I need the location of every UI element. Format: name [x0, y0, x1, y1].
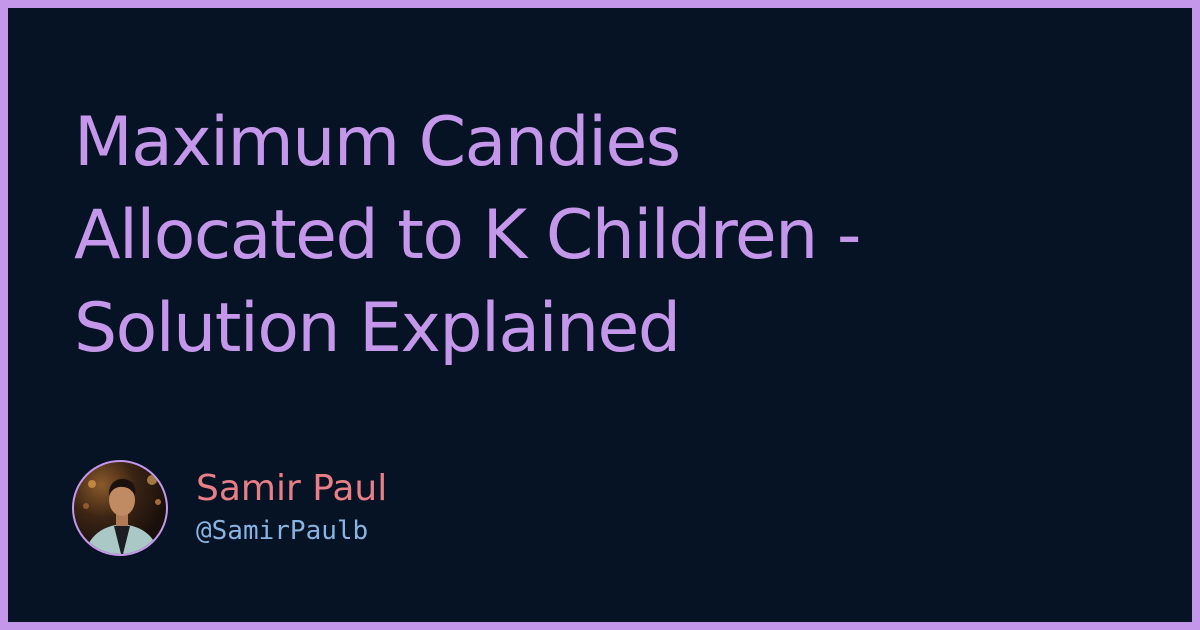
avatar-photo-icon — [83, 475, 161, 554]
title-line-2: Allocated to K Children - — [74, 196, 861, 275]
title-line-3: Solution Explained — [74, 289, 681, 368]
author-text: Samir Paul @SamirPaulb — [196, 467, 387, 549]
avatar — [72, 460, 168, 556]
post-title: Maximum Candies Allocated to K Children … — [74, 96, 1154, 375]
author-block: Samir Paul @SamirPaulb — [72, 458, 387, 558]
title-line-1: Maximum Candies — [74, 103, 681, 182]
author-name: Samir Paul — [196, 468, 388, 509]
author-handle: @SamirPaulb — [196, 516, 369, 546]
og-card: Maximum Candies Allocated to K Children … — [8, 8, 1192, 622]
